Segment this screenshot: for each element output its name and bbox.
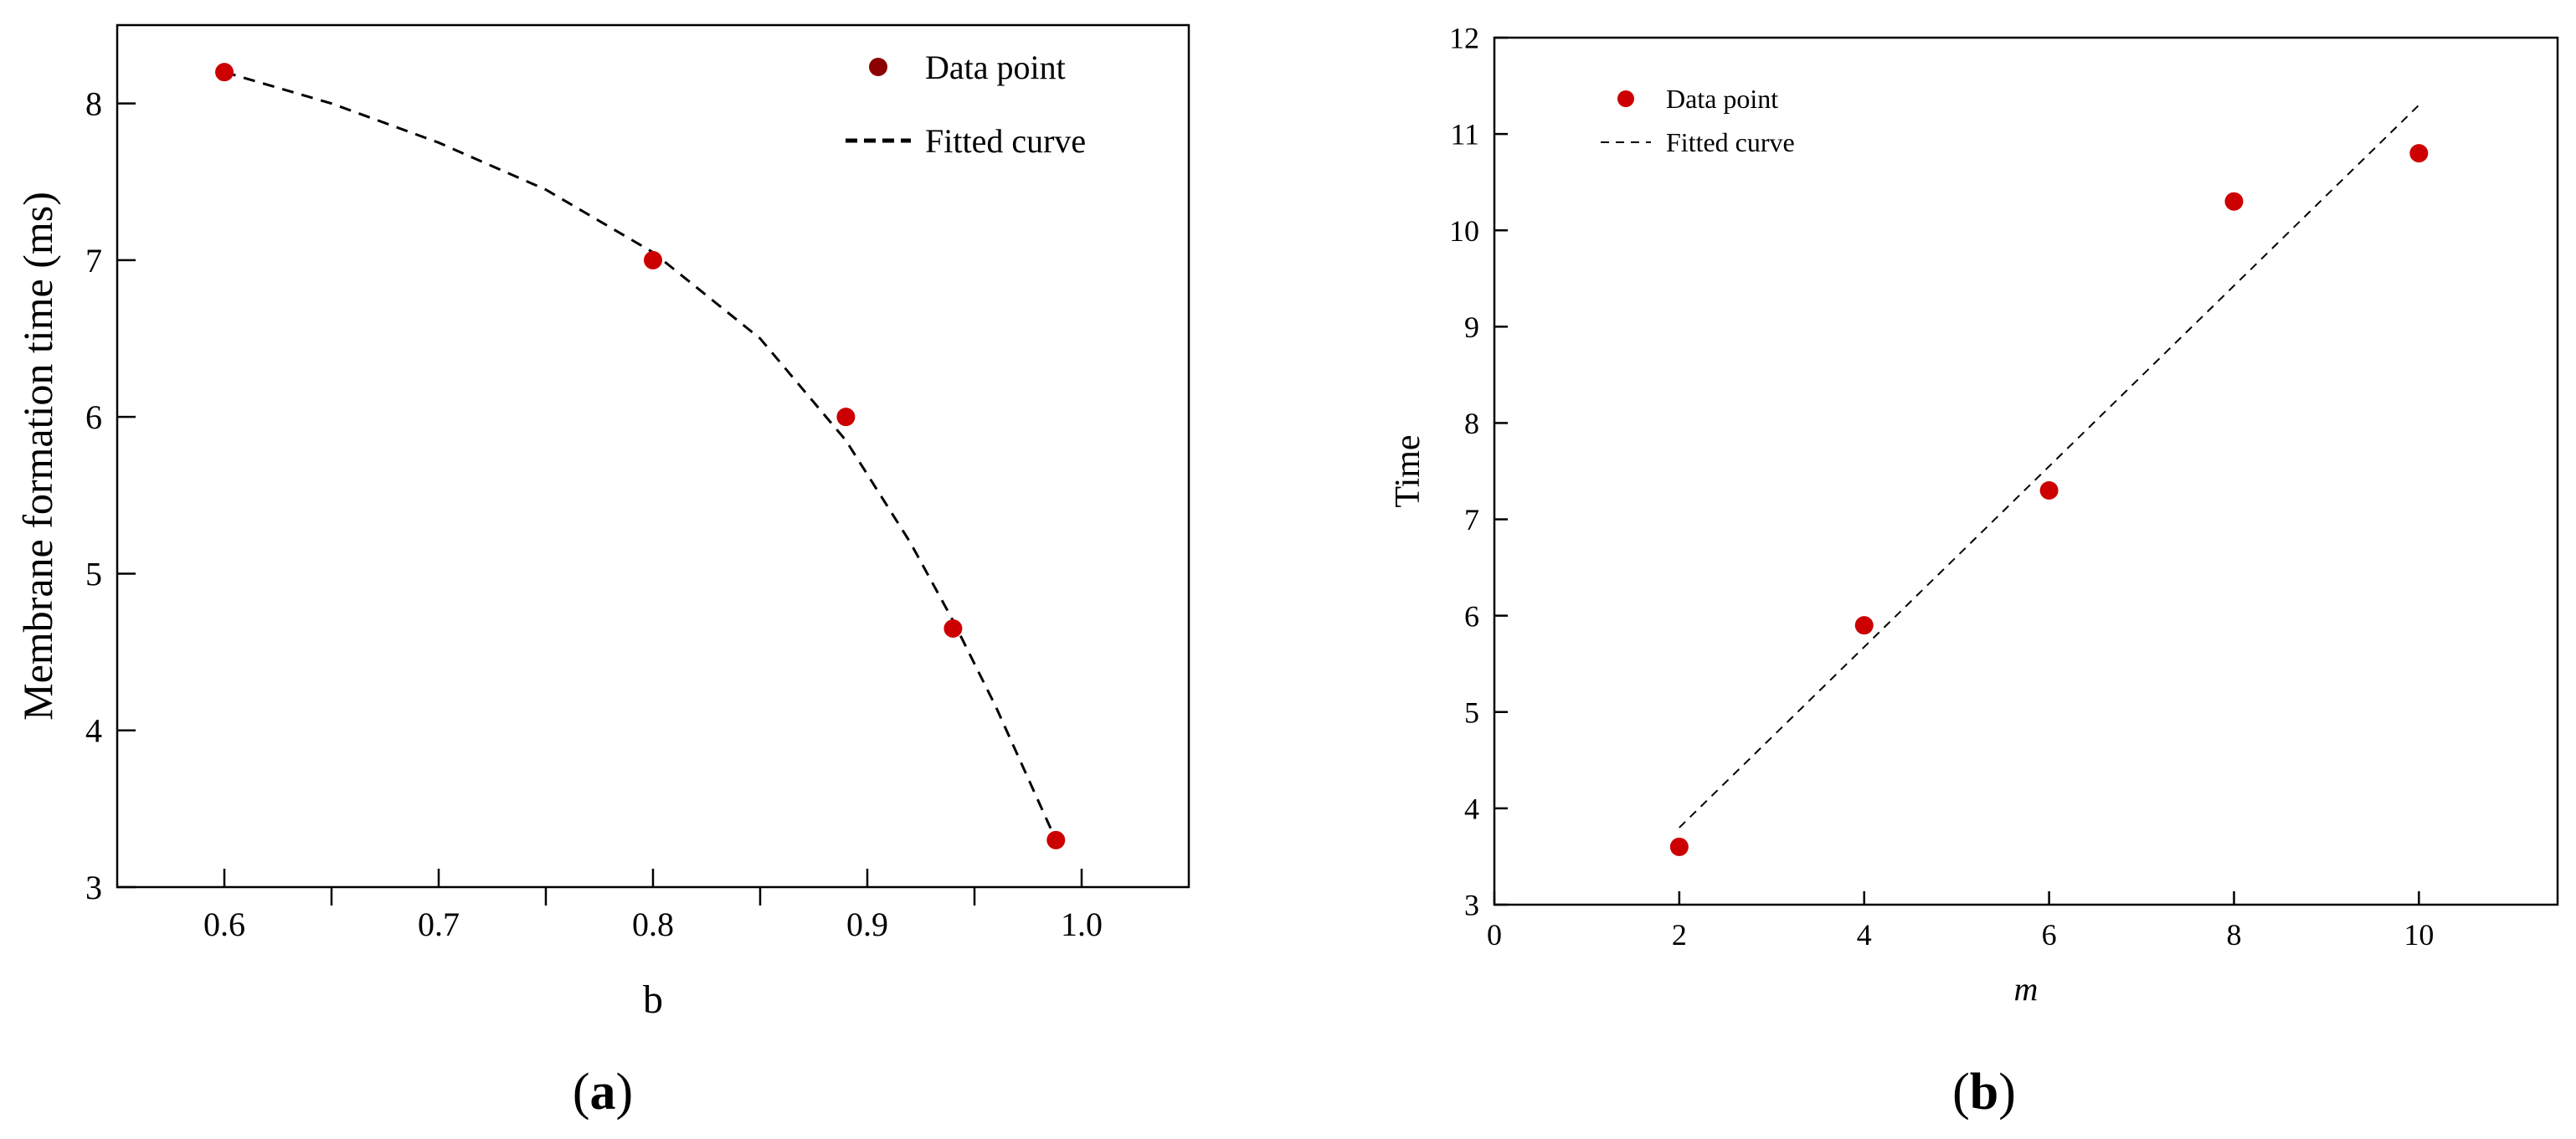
panel-label: (a) [573,1064,633,1121]
plot-frame [1493,36,2559,906]
legend: Data point Fitted curve [1601,84,1795,157]
fitted-curve [224,70,1057,841]
legend-label: Data point [1666,84,1778,114]
panel-label: (b) [1952,1064,2016,1121]
y-tick-label: 7 [1464,503,1479,536]
x-tick-label: 6 [2042,918,2057,952]
y-tick-label: 3 [85,869,102,906]
data-point [2409,144,2429,163]
chart-a: 0.6 0.7 0.8 0.9 1.0 3 4 5 6 7 8 b Membrane formation… [14,23,1190,1121]
data-point [215,63,234,82]
data-point [1046,830,1066,849]
x-tick-label: 0 [1487,918,1502,952]
y-tick-label: 4 [1464,792,1479,825]
data-point [1669,837,1689,856]
legend-label: Fitted curve [1666,127,1795,157]
y-tick-label: 10 [1449,214,1479,248]
y-tick-label: 4 [85,712,102,750]
x-tick-label: 10 [2404,918,2434,952]
x-tick-label: 0.7 [418,906,460,943]
fitted-curve [1679,104,2420,829]
legend-label: Fitted curve [925,122,1086,160]
y-tick-label: 5 [85,555,102,593]
panel-label-open: ( [1952,1064,1970,1121]
y-tick-label: 6 [85,398,102,436]
y-tick-label: 12 [1449,22,1479,55]
panel-label-letter: b [1970,1064,1998,1121]
data-point [836,408,856,427]
y-tick-label: 5 [1464,695,1479,729]
panel-label-letter: a [590,1064,616,1121]
legend: Data point Fitted curve [846,49,1086,160]
y-tick-label: 8 [1464,407,1479,440]
legend-marker [869,58,887,76]
x-tick-label: 0.9 [846,906,888,943]
panel-label-close: ) [616,1064,634,1121]
y-tick-label: 11 [1450,118,1479,151]
data-point [1854,616,1874,635]
data-point [2224,192,2244,211]
legend-label: Data point [925,49,1066,86]
y-axis-label: Membrane formation time (ms) [14,192,61,721]
x-tick-label: 4 [1857,918,1872,952]
panel-label-open: ( [573,1064,590,1121]
chart-b: 0 2 4 6 8 10 3 4 5 6 7 8 9 10 11 12 m Time (b) Data point Fi… [1389,22,2559,1121]
x-axis-label: b [643,977,663,1022]
y-tick-label: 7 [85,242,102,280]
x-tick-label: 0.8 [632,906,674,943]
legend-marker [1617,90,1634,107]
panel-label-close: ) [1998,1064,2016,1121]
x-tick-label: 0.6 [203,906,245,943]
y-axis-label: Time [1389,434,1427,507]
y-tick-label: 6 [1464,599,1479,633]
data-point [2039,481,2059,500]
x-axis-label: m [2014,970,2039,1008]
y-tick-label: 3 [1464,889,1479,922]
data-point [944,619,963,638]
x-tick-label: 1.0 [1061,906,1103,943]
data-point [644,250,662,269]
x-tick-label: 8 [2226,918,2241,952]
y-tick-label: 8 [85,85,102,123]
x-tick-label: 2 [1672,918,1687,952]
y-tick-label: 9 [1464,310,1479,344]
